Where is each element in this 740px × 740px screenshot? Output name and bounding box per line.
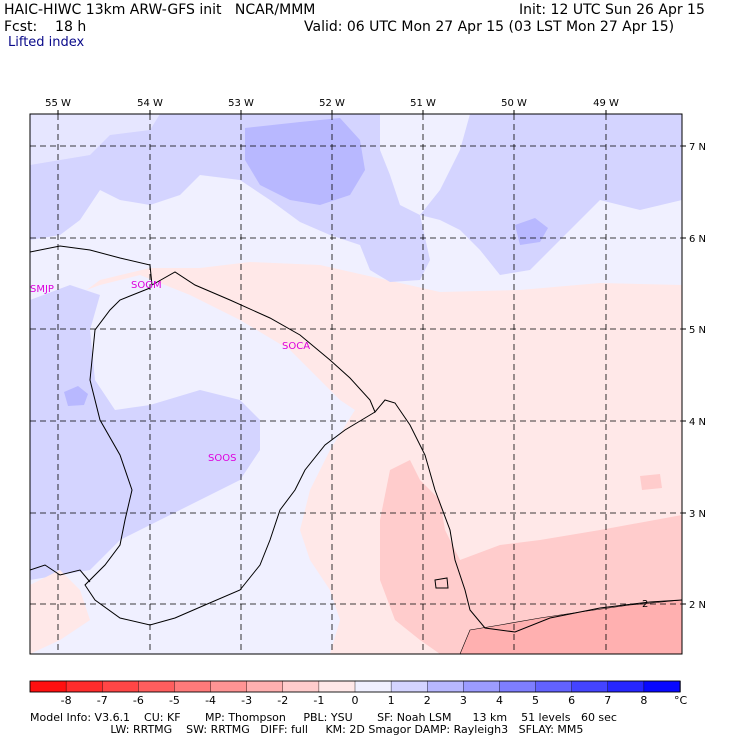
colorbar-label: -1 [313,694,324,707]
colorbar-label: -4 [205,694,216,707]
colorbar-box [174,680,212,693]
coastlines-borders [30,245,682,633]
colorbar-box [29,680,67,693]
colorbar-label: -6 [133,694,144,707]
colorbar-box [571,680,609,693]
colorbar-label: 3 [460,694,467,707]
field-region-gap [380,114,470,215]
lat-axis: 7 N 6 N 5 N 4 N 3 N 2 N [682,142,706,611]
colorbar-box [607,680,645,693]
lon-label-50w: 50 W [501,98,527,109]
colorbar-boxes [29,680,681,693]
colorbar-label: 8 [640,694,647,707]
lon-label-54w: 54 W [137,98,163,109]
stations: SMJP SOGM SOCA SOOS [30,280,310,464]
colorbar-box [210,680,248,693]
lon-label-51w: 51 W [410,98,436,109]
border-south [30,564,91,583]
colorbar-label: -2 [277,694,288,707]
model-info-line2: LW: RRTMG SW: RRTMG DIFF: full KM: 2D Sm… [30,723,584,736]
field-region-dark-north [245,118,365,205]
field-region-dark-west [64,386,88,406]
lat-label-7n: 7 N [689,142,706,153]
shaded-field [30,114,682,654]
coastline [30,245,682,633]
colorbar-frame [29,680,681,693]
colorbar-label: 2 [424,694,431,707]
colorbar-label: -8 [61,694,72,707]
station-smjp: SMJP [30,284,54,295]
colorbar-label: 1 [388,694,395,707]
station-sogm: SOGM [131,280,162,291]
lon-axis: 55 W 54 W 53 W 52 W 51 W 50 W 49 W [45,98,619,114]
field-region-northwest [30,114,160,165]
lon-label-52w: 52 W [319,98,345,109]
colorbar-box [282,680,320,693]
field-name: Lifted index [8,35,85,50]
colorbar-box [318,680,356,693]
colorbar-label: 0 [352,694,359,707]
header-valid-time: Valid: 06 UTC Mon 27 Apr 15 (03 LST Mon … [304,19,675,35]
model-info-line1: Model Info: V3.6.1 CU: KF MP: Thompson P… [30,711,617,724]
lon-label-55w: 55 W [45,98,71,109]
field-region-pink-patch [640,474,662,490]
colorbar-unit: °C [674,694,688,707]
field-region-southwest [30,570,90,654]
station-soca: SOCA [282,341,310,352]
colorbar-label: 5 [532,694,539,707]
lon-label-53w: 53 W [228,98,254,109]
colorbar-box [65,680,103,693]
colorbar-box [535,680,573,693]
border-guiana [84,287,376,626]
colorbar-label: -3 [241,694,252,707]
lat-label-3n: 3 N [689,509,706,520]
header-title: HAIC-HIWC 13km ARW-GFS init NCAR/MMM [4,2,316,18]
colorbar-box [138,680,176,693]
colorbar-box [354,680,392,693]
colorbar-box [102,680,140,693]
colorbar-box [499,680,537,693]
lat-label-6n: 6 N [689,234,706,245]
colorbar-label: -5 [169,694,180,707]
lat-label-2n: 2 N [689,600,706,611]
colorbar-box [390,680,428,693]
lat-label-4n: 4 N [689,417,706,428]
colorbar-label: 4 [496,694,503,707]
header-forecast-hour: Fcst: 18 h [4,19,87,35]
station-soos: SOOS [208,453,236,464]
field-region-pink [380,460,682,654]
island [434,577,449,589]
lon-label-49w: 49 W [593,98,619,109]
contour-line [459,599,682,654]
colorbar-label: 7 [604,694,611,707]
colorbar-box [246,680,284,693]
colorbar-label: 6 [568,694,575,707]
field-region-west [30,285,260,580]
colorbar-box [427,680,465,693]
map-frame [29,113,683,655]
colorbar-label: -7 [97,694,108,707]
colorbar: -8 -7 -6 -5 -4 -3 -2 -1 0 1 2 3 4 5 6 7 8 °C [29,680,688,707]
header-init-time: Init: 12 UTC Sun 26 Apr 15 [519,2,705,18]
colorbar-box [643,680,681,693]
colorbar-labels: -8 -7 -6 -5 -4 -3 -2 -1 0 1 2 3 4 5 6 7 8 [61,694,648,707]
field-region-deep-pink [460,600,682,654]
graticule [30,114,682,654]
lat-label-5n: 5 N [689,325,706,336]
contour-label: 2 [642,599,648,610]
colorbar-box [463,680,501,693]
